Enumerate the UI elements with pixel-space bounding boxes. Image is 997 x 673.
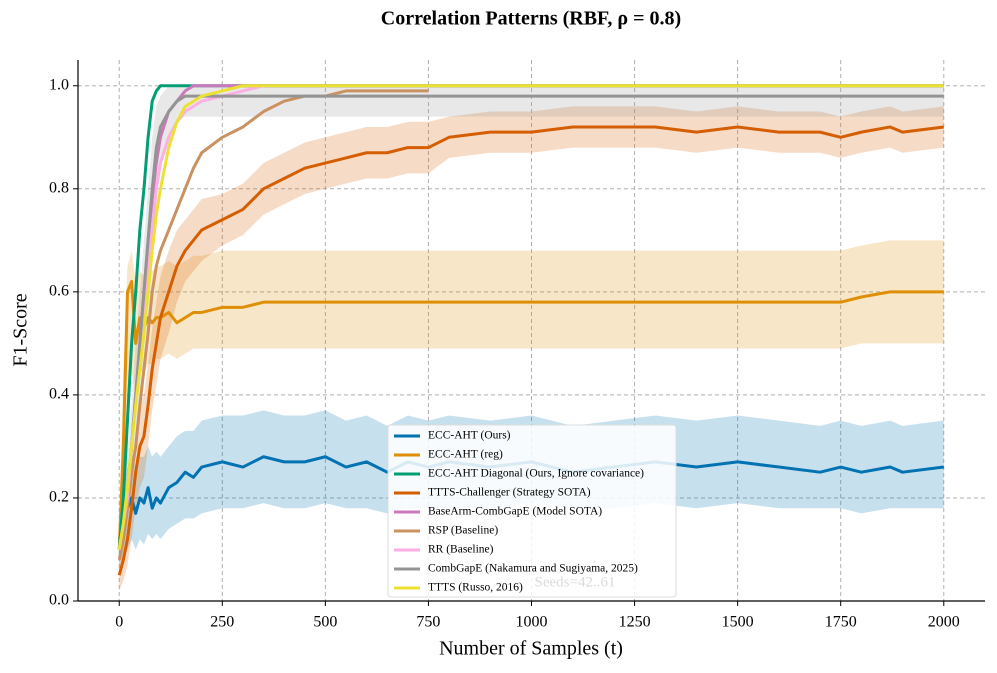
x-tick-label: 1250 [619,614,651,631]
x-tick-label: 1500 [722,614,754,631]
legend-label: ECC-AHT (reg) [428,449,503,461]
confidence-band [119,240,944,576]
x-tick-label: 0 [115,614,123,631]
legend-label: RSP (Baseline) [428,525,498,537]
series-line [117,89,429,561]
y-tick-label: 0.0 [49,592,69,609]
x-tick-label: 750 [416,614,440,631]
y-tick-label: 0.6 [49,283,69,300]
legend-box [387,424,677,598]
x-axis-label: Number of Samples (t) [439,638,623,660]
series-line [117,84,944,550]
x-tick-label: 1750 [825,614,857,631]
legend-label: ECC-AHT (Ours) [428,430,511,442]
series-line [117,94,944,550]
y-tick-label: 1.0 [49,76,69,93]
y-axis-label: F1-Score [10,293,32,366]
series-line [117,125,944,576]
legend-label: RR (Baseline) [428,544,494,556]
legend-label: ECC-AHT Diagonal (Ours, Ignore covarianc… [428,468,644,480]
chart-title: Correlation Patterns (RBF, ρ = 0.8) [381,8,681,30]
x-tick-label: 250 [210,614,234,631]
legend-label: TTTS (Russo, 2016) [428,582,523,594]
legend-label: CombGapE (Nakamura and Sugiyama, 2025) [428,563,638,575]
x-tick-label: 1000 [516,614,548,631]
series-line [117,455,944,540]
x-tick-label: 500 [313,614,337,631]
y-tick-label: 0.4 [49,386,69,403]
legend-label: TTTS-Challenger (Strategy SOTA) [428,487,591,499]
x-tick-label: 2000 [928,614,960,631]
legend-label: BaseArm-CombGapE (Model SOTA) [428,506,602,518]
y-tick-label: 0.8 [49,179,69,196]
series-line [117,280,944,550]
y-tick-label: 0.2 [49,489,69,506]
